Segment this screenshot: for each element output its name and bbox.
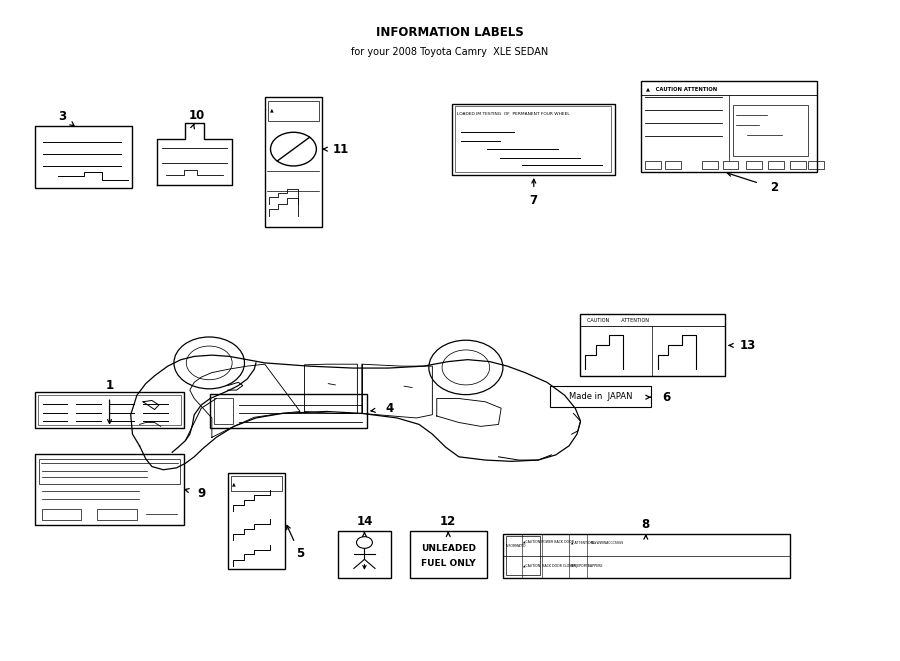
Bar bbox=[228, 473, 285, 569]
Text: WWWWWACCCSSSS: WWWWWACCCSSSS bbox=[591, 541, 625, 545]
Bar bbox=[665, 161, 681, 169]
Bar bbox=[210, 394, 367, 428]
Text: ▲CAUTION  BACK DOOR CLOSER: ▲CAUTION BACK DOOR CLOSER bbox=[523, 564, 576, 568]
Bar bbox=[410, 531, 487, 578]
Text: for your 2008 Toyota Camry  XLE SEDAN: for your 2008 Toyota Camry XLE SEDAN bbox=[351, 47, 549, 57]
Text: 6: 6 bbox=[662, 391, 670, 404]
Text: 5: 5 bbox=[296, 547, 304, 561]
Text: 12: 12 bbox=[440, 515, 456, 528]
Bar bbox=[35, 392, 184, 428]
Text: 3: 3 bbox=[58, 110, 66, 123]
Text: 10: 10 bbox=[189, 109, 205, 122]
Text: 2: 2 bbox=[770, 182, 778, 194]
Bar bbox=[213, 398, 233, 424]
Bar bbox=[452, 104, 615, 175]
Text: 7: 7 bbox=[530, 194, 538, 208]
Text: UNLEADED: UNLEADED bbox=[421, 544, 476, 553]
Text: 13: 13 bbox=[740, 339, 756, 352]
Text: 4: 4 bbox=[386, 402, 394, 414]
Bar bbox=[645, 161, 661, 169]
Bar bbox=[455, 106, 611, 173]
Bar bbox=[769, 161, 784, 169]
Text: 14: 14 bbox=[356, 515, 373, 528]
Bar bbox=[790, 161, 806, 169]
Bar bbox=[641, 81, 817, 172]
Bar bbox=[35, 453, 184, 525]
Text: 1: 1 bbox=[105, 379, 113, 392]
Text: CAUTION        ATTENTION: CAUTION ATTENTION bbox=[587, 319, 649, 323]
Bar bbox=[35, 126, 132, 188]
Bar bbox=[97, 509, 137, 520]
Bar bbox=[746, 161, 762, 169]
Bar bbox=[734, 105, 808, 155]
Text: ▲   CAUTION ATTENTION: ▲ CAUTION ATTENTION bbox=[646, 87, 717, 91]
Text: INFORMATION LABELS: INFORMATION LABELS bbox=[376, 26, 524, 39]
Bar bbox=[338, 531, 391, 578]
Text: ▲: ▲ bbox=[232, 481, 236, 486]
Bar bbox=[580, 315, 725, 376]
Text: 11: 11 bbox=[332, 143, 349, 155]
Text: ▲: ▲ bbox=[270, 107, 274, 112]
Text: ▲ ATTENTION: ▲ ATTENTION bbox=[571, 541, 593, 545]
Bar bbox=[39, 459, 180, 483]
Bar bbox=[550, 386, 651, 407]
Text: 8: 8 bbox=[642, 518, 650, 531]
Bar bbox=[702, 161, 718, 169]
Text: ▲CAUTION POWER BACK DOOR: ▲CAUTION POWER BACK DOOR bbox=[523, 540, 574, 544]
Bar bbox=[38, 395, 181, 425]
Bar bbox=[507, 537, 540, 575]
Bar bbox=[808, 161, 824, 169]
Text: FERJEPORTBAPPERE: FERJEPORTBAPPERE bbox=[571, 564, 603, 568]
Bar bbox=[268, 101, 319, 120]
Text: INFORMATIO: INFORMATIO bbox=[506, 544, 526, 548]
Bar bbox=[41, 509, 81, 520]
Bar bbox=[723, 161, 738, 169]
Text: FUEL ONLY: FUEL ONLY bbox=[421, 559, 476, 568]
Text: LOADED IM TESTING  OF  PERMANENT FOUR WHEEL: LOADED IM TESTING OF PERMANENT FOUR WHEE… bbox=[457, 112, 570, 116]
Bar bbox=[265, 97, 322, 227]
Text: 9: 9 bbox=[197, 487, 205, 500]
Text: Made in  JAPAN: Made in JAPAN bbox=[569, 392, 632, 401]
Bar bbox=[503, 534, 789, 578]
Bar bbox=[231, 476, 282, 491]
